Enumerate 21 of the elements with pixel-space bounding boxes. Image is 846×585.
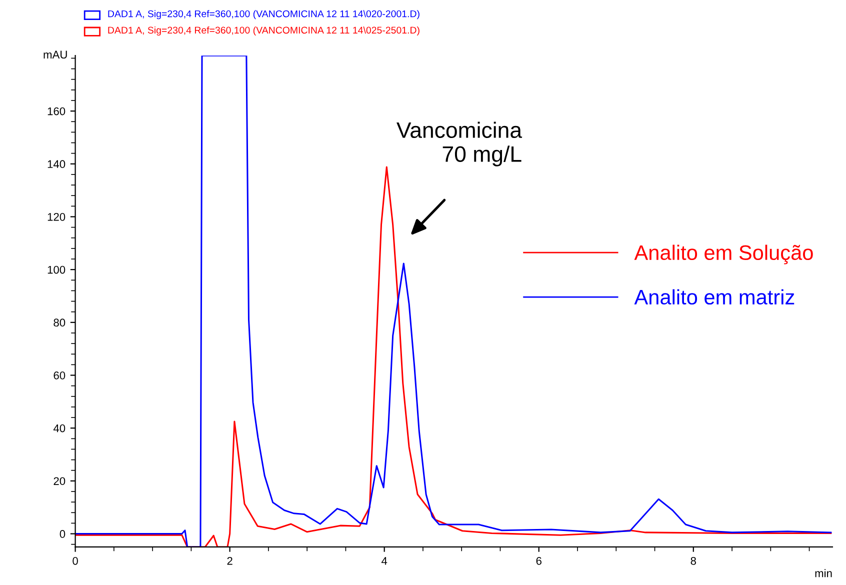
- y-axis-title: mAU: [44, 50, 67, 59]
- y-tick-label: 120: [48, 213, 66, 221]
- y-tick-label: 20: [54, 477, 66, 486]
- annotation: Vancomicina 70 mg/L: [396, 122, 522, 166]
- x-tick-label: 8: [690, 556, 696, 565]
- x-axis-title: min: [815, 569, 832, 578]
- y-tick-label: 0: [60, 530, 66, 538]
- text: DAD1 A, Sig=230,4 Ref=360,100 (VANCOMICINA 12 11 14\020-2001.D): [108, 10, 420, 20]
- x-tick-label: 2: [227, 556, 232, 565]
- y-tick-label: 160: [48, 107, 66, 116]
- x-tick-label: 0: [72, 556, 78, 565]
- legend-label: Analito em Solução: [634, 244, 813, 264]
- x-tick-label: 6: [536, 556, 542, 565]
- y-tick-label: 100: [48, 266, 66, 274]
- y-tick-label: 140: [48, 160, 66, 168]
- y-tick-label: 80: [54, 318, 66, 327]
- y-tick-label: 40: [53, 424, 66, 432]
- legend-label: Analito em matriz: [634, 289, 794, 305]
- x-tick-label: 4: [382, 557, 388, 565]
- y-tick-label: 60: [54, 372, 66, 380]
- text: DAD1 A, Sig=230,4 Ref=360,100 (VANCOMICINA 12 11 14\025-2501.D): [108, 26, 420, 36]
